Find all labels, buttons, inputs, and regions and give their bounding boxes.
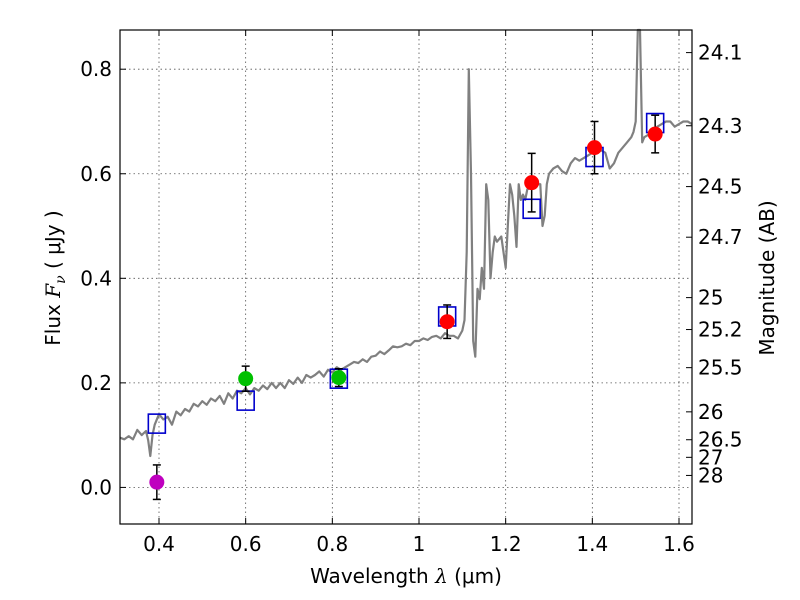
- x-tick-label: 1: [413, 532, 426, 556]
- x-tick-label: 1.2: [490, 532, 522, 556]
- magnitude-tick-label: 28: [698, 463, 723, 487]
- observed-point: [524, 175, 540, 191]
- y-tick-label: 0.8: [80, 57, 112, 81]
- y-tick-label: 0.6: [80, 162, 112, 186]
- observed-point: [587, 140, 602, 156]
- x-tick-label: 0.8: [316, 532, 348, 556]
- observed-point: [647, 126, 663, 142]
- magnitude-tick-label: 25: [698, 286, 723, 310]
- grid: [120, 30, 692, 524]
- model-box-layer: [147, 112, 665, 434]
- y-tick-label: 0.0: [80, 475, 112, 499]
- y-tick-label: 0.4: [80, 266, 112, 290]
- x-tick-label: 0.4: [143, 532, 175, 556]
- magnitude-tick-label: 24.3: [698, 114, 743, 138]
- magnitude-tick-label: 25.2: [698, 318, 743, 342]
- magnitude-tick-label: 24.1: [698, 41, 743, 65]
- observed-point: [331, 370, 347, 386]
- y-axis-label: Flux Fν ( μJy ): [41, 210, 69, 345]
- magnitude-axis-label: Magnitude (AB): [755, 200, 779, 355]
- plot-frame: [119, 29, 693, 525]
- magnitude-tick-label: 24.7: [698, 225, 743, 249]
- x-axis-label: Wavelength λ (μm): [310, 564, 502, 588]
- model-photometry-box: [147, 413, 167, 434]
- ticks: 0.4 0.6 0.8 1 1.2 1.4 1.6 0.0 0.2 0.4 0.6 0.8 24.1 24…: [80, 30, 743, 556]
- x-tick-label: 1.6: [663, 532, 695, 556]
- magnitude-tick-label: 26.5: [698, 428, 743, 452]
- model-spectrum-line: [119, 28, 693, 458]
- observed-point: [238, 371, 254, 387]
- observed-point: [149, 474, 165, 490]
- magnitude-tick-label: 25.5: [698, 356, 743, 380]
- x-tick-label: 0.6: [230, 532, 262, 556]
- magnitude-tick-label: 27: [698, 445, 723, 469]
- x-tick-label: 1.4: [576, 532, 608, 556]
- magnitude-tick-label: 24.5: [698, 175, 743, 199]
- model-layer: [119, 28, 693, 458]
- observed-point: [439, 314, 455, 330]
- observed-point-layer: [149, 114, 663, 501]
- y-tick-label: 0.2: [80, 371, 112, 395]
- magnitude-tick-label: 26: [698, 400, 723, 424]
